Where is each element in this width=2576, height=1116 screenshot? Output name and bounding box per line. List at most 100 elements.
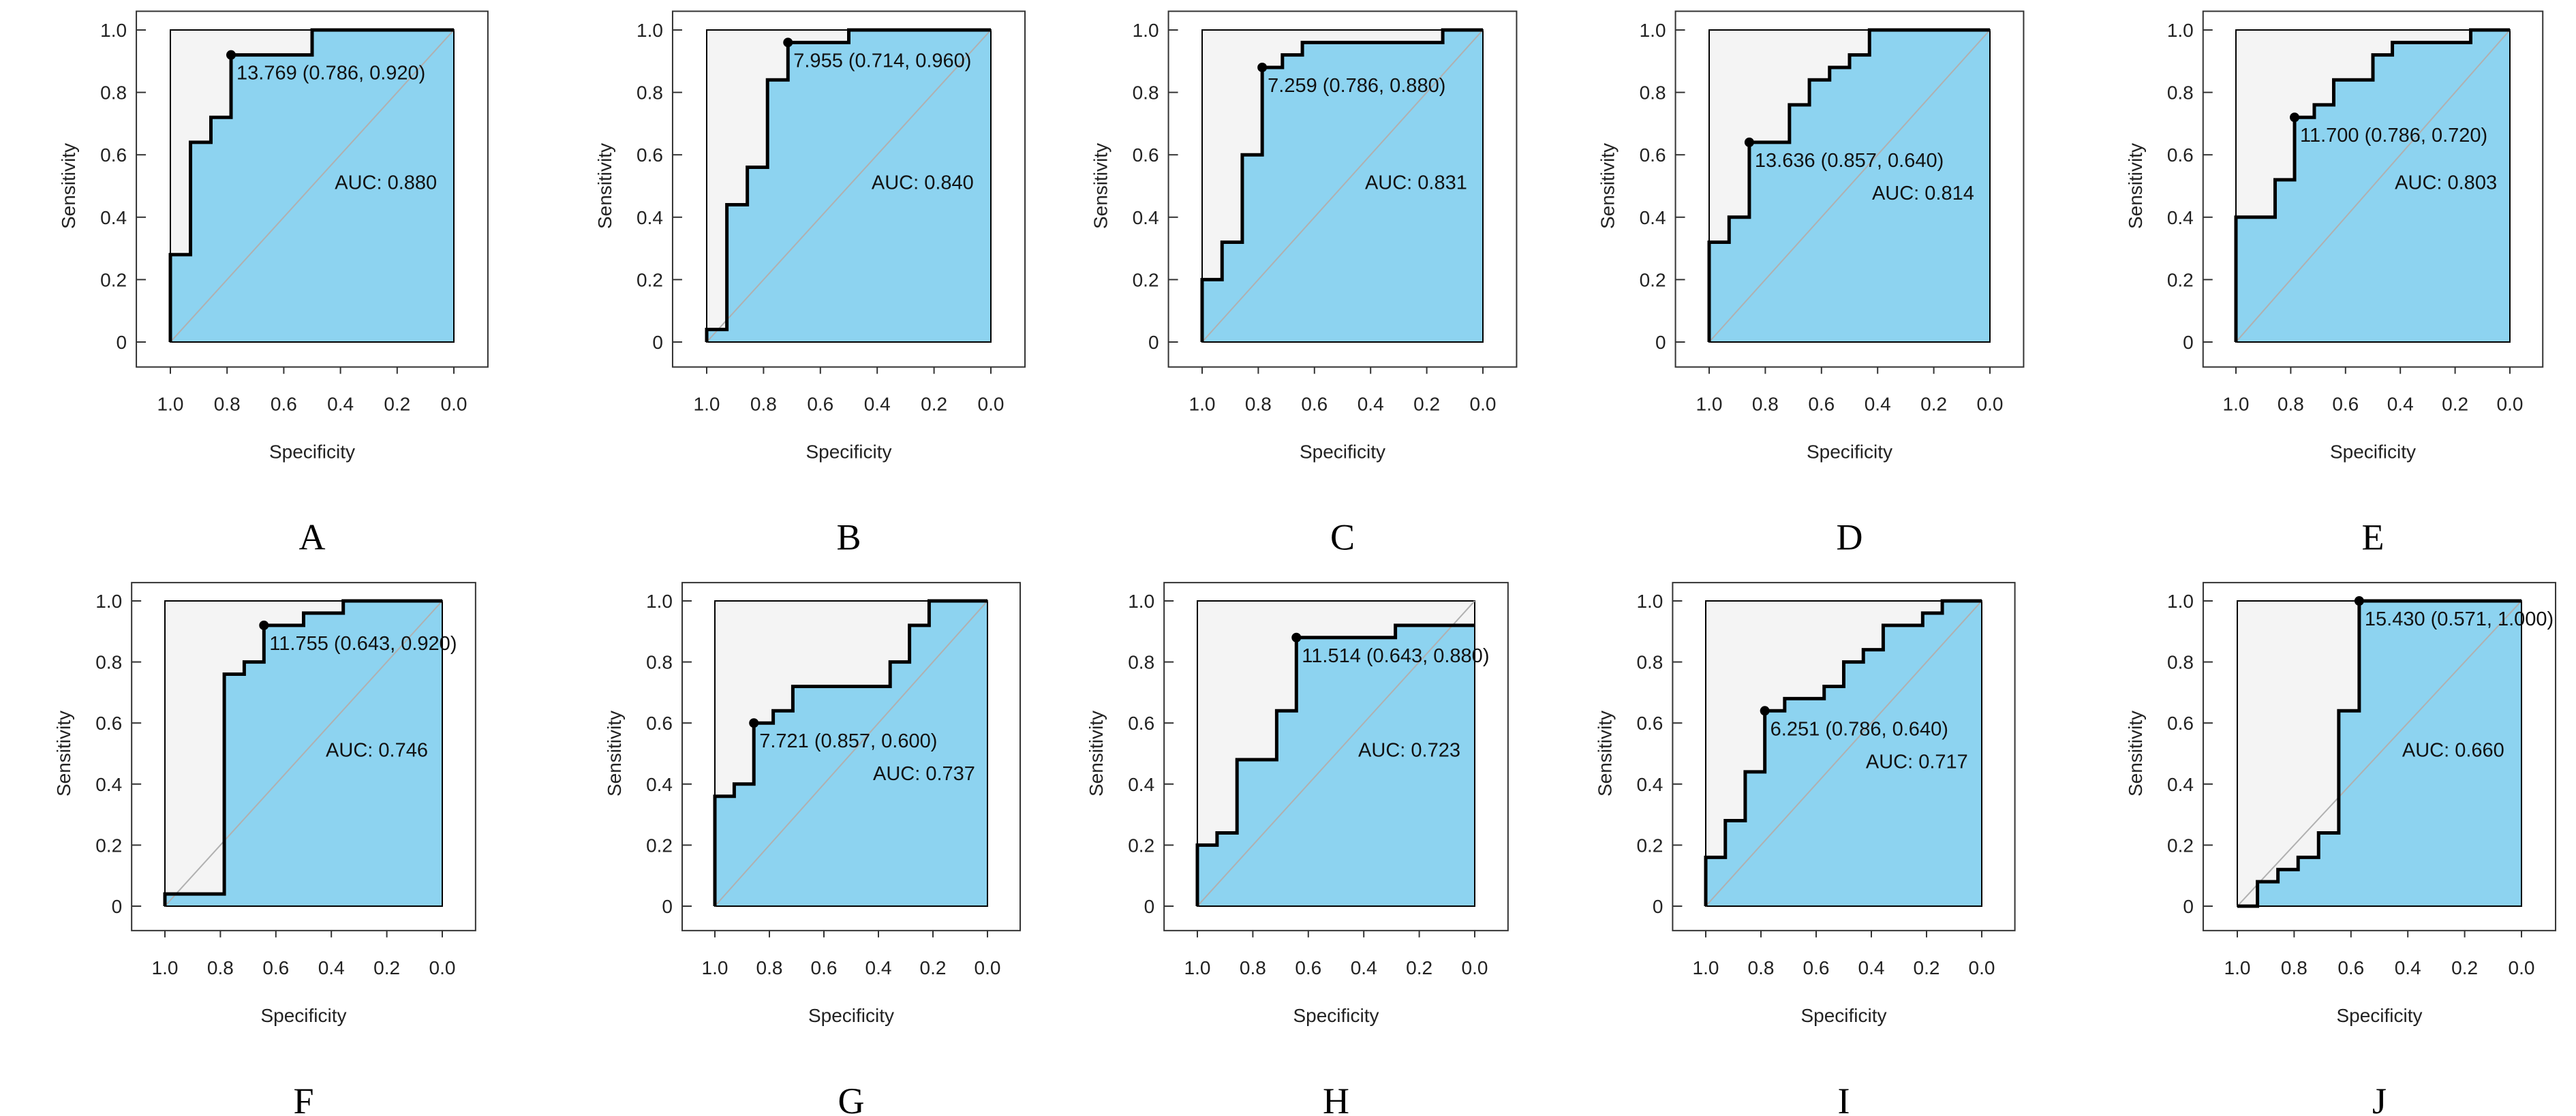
panel-letter: F xyxy=(293,1081,313,1116)
x-tick-label: 0.0 xyxy=(978,394,1005,415)
y-tick-label: 0 xyxy=(1655,332,1666,353)
y-tick-label: 1.0 xyxy=(95,591,122,612)
y-tick-label: 0.2 xyxy=(637,269,663,290)
y-tick-label: 0.4 xyxy=(1640,207,1666,228)
x-tick-label: 0.2 xyxy=(2451,957,2478,978)
x-axis-label: Specificity xyxy=(806,441,891,463)
roc-curve xyxy=(2234,28,2510,342)
x-tick-label: 1.0 xyxy=(1696,394,1723,415)
reference-diagonal xyxy=(2237,600,2522,907)
y-axis-label: Sensitivity xyxy=(1597,143,1619,229)
x-tick-label: 0.0 xyxy=(441,394,467,415)
x-tick-label: 1.0 xyxy=(152,957,179,978)
x-tick-label: 0.4 xyxy=(318,957,345,978)
x-tick-label: 0.0 xyxy=(1470,394,1497,415)
x-axis-label: Specificity xyxy=(808,1005,894,1026)
y-tick-label: 1.0 xyxy=(1640,20,1666,41)
y-tick-label: 1.0 xyxy=(646,591,673,612)
y-tick-label: 0.6 xyxy=(95,713,122,734)
y-tick-label: 0.8 xyxy=(637,82,663,104)
roc-curve xyxy=(2237,599,2521,908)
reference-diagonal xyxy=(170,29,455,343)
x-tick-label: 0.4 xyxy=(865,957,892,978)
y-tick-label: 0.8 xyxy=(646,652,673,673)
x-tick-label: 0.0 xyxy=(2509,957,2535,978)
panel-letter: C xyxy=(1330,517,1355,558)
roc-curve xyxy=(168,28,454,342)
x-tick-label: 0.6 xyxy=(2332,394,2359,415)
x-axis-label: Specificity xyxy=(1300,441,1385,463)
y-axis-label: Sensitivity xyxy=(58,143,79,229)
roc-panel-h: 11.514 (0.643, 0.880) AUC: 0.723 1.0 0.8 0.6… xyxy=(1086,582,1509,1116)
optimal-cutoff-point xyxy=(2290,112,2300,123)
x-axis-label: Specificity xyxy=(1293,1005,1379,1026)
auc-label: AUC: 0.717 xyxy=(1866,751,1968,773)
y-tick-label: 0.8 xyxy=(1636,652,1663,673)
x-tick-label: 0.6 xyxy=(2337,957,2364,978)
y-tick-label: 1.0 xyxy=(1128,591,1154,612)
optimal-cutoff-point xyxy=(1257,62,1268,72)
threshold-label: 7.955 (0.714, 0.960) xyxy=(793,50,971,72)
threshold-label: 13.636 (0.857, 0.640) xyxy=(1755,150,1944,172)
x-tick-label: 0.4 xyxy=(1358,394,1384,415)
optimal-cutoff-point xyxy=(2354,596,2364,606)
y-tick-label: 0.2 xyxy=(2167,835,2194,856)
x-tick-label: 1.0 xyxy=(1693,957,1719,978)
auc-label: AUC: 0.723 xyxy=(1358,739,1460,761)
x-tick-label: 0.2 xyxy=(1406,957,1432,978)
x-tick-label: 0.2 xyxy=(1920,394,1947,415)
x-tick-label: 0.2 xyxy=(1914,957,1940,978)
threshold-label: 7.259 (0.786, 0.880) xyxy=(1268,75,1445,97)
y-tick-label: 0.4 xyxy=(100,207,127,228)
y-tick-label: 0.8 xyxy=(2167,82,2194,104)
x-tick-label: 1.0 xyxy=(1184,957,1211,978)
y-tick-label: 0.6 xyxy=(637,144,663,166)
auc-label: AUC: 0.814 xyxy=(1872,183,1974,204)
y-tick-label: 0.2 xyxy=(1128,835,1154,856)
roc-curve xyxy=(163,599,442,906)
auc-label: AUC: 0.660 xyxy=(2402,739,2504,761)
threshold-label: 11.700 (0.786, 0.720) xyxy=(2300,125,2487,146)
x-axis-label: Specificity xyxy=(2336,1005,2422,1026)
y-tick-label: 0.6 xyxy=(1640,144,1666,166)
roc-panel-e: 11.700 (0.786, 0.720) AUC: 0.803 1.0 0.8 0.6… xyxy=(2125,10,2544,558)
y-axis-label: Sensitivity xyxy=(1594,711,1615,796)
y-tick-label: 0.2 xyxy=(646,835,673,856)
threshold-label: 11.514 (0.643, 0.880) xyxy=(1302,645,1489,667)
y-tick-label: 0.4 xyxy=(95,774,122,795)
x-tick-label: 0.8 xyxy=(214,394,241,415)
x-tick-label: 0.8 xyxy=(2281,957,2307,978)
y-tick-label: 0 xyxy=(662,896,673,917)
x-tick-label: 0.4 xyxy=(2395,957,2421,978)
y-tick-label: 0 xyxy=(652,332,663,353)
x-tick-label: 0.8 xyxy=(1245,394,1272,415)
x-tick-label: 0.6 xyxy=(1295,957,1321,978)
y-tick-label: 1.0 xyxy=(100,20,127,41)
y-axis-label: Sensitivity xyxy=(1086,711,1107,796)
roc-panel-g: 7.721 (0.857, 0.600) AUC: 0.737 1.0 0.8 0.6 0… xyxy=(604,582,1021,1116)
threshold-label: 13.769 (0.786, 0.920) xyxy=(236,63,425,84)
x-tick-label: 0.4 xyxy=(1351,957,1377,978)
x-tick-label: 0.6 xyxy=(1301,394,1328,415)
y-tick-label: 1.0 xyxy=(1133,20,1159,41)
y-axis-label: Sensitivity xyxy=(1090,143,1111,229)
optimal-cutoff-point xyxy=(749,718,759,728)
y-tick-label: 0.8 xyxy=(1128,652,1154,673)
y-tick-label: 0.6 xyxy=(646,713,673,734)
reference-diagonal xyxy=(164,600,443,907)
y-axis-label: Sensitivity xyxy=(594,143,615,229)
y-axis-label: Sensitivity xyxy=(2125,711,2146,796)
y-tick-label: 0.2 xyxy=(2167,269,2194,290)
y-tick-label: 0.2 xyxy=(1636,835,1663,856)
x-axis-label: Specificity xyxy=(2330,441,2416,463)
panel-letter: G xyxy=(838,1081,865,1116)
x-axis-label: Specificity xyxy=(1807,441,1892,463)
roc-curve xyxy=(1707,28,1990,342)
roc-panel-d: 13.636 (0.857, 0.640) AUC: 0.814 1.0 0.8 0.6… xyxy=(1597,10,2025,558)
auc-label: AUC: 0.803 xyxy=(2395,172,2497,194)
y-tick-label: 0.4 xyxy=(646,774,673,795)
y-tick-label: 1.0 xyxy=(2167,591,2194,612)
x-axis-label: Specificity xyxy=(1800,1005,1886,1026)
x-tick-label: 0.2 xyxy=(2442,394,2468,415)
